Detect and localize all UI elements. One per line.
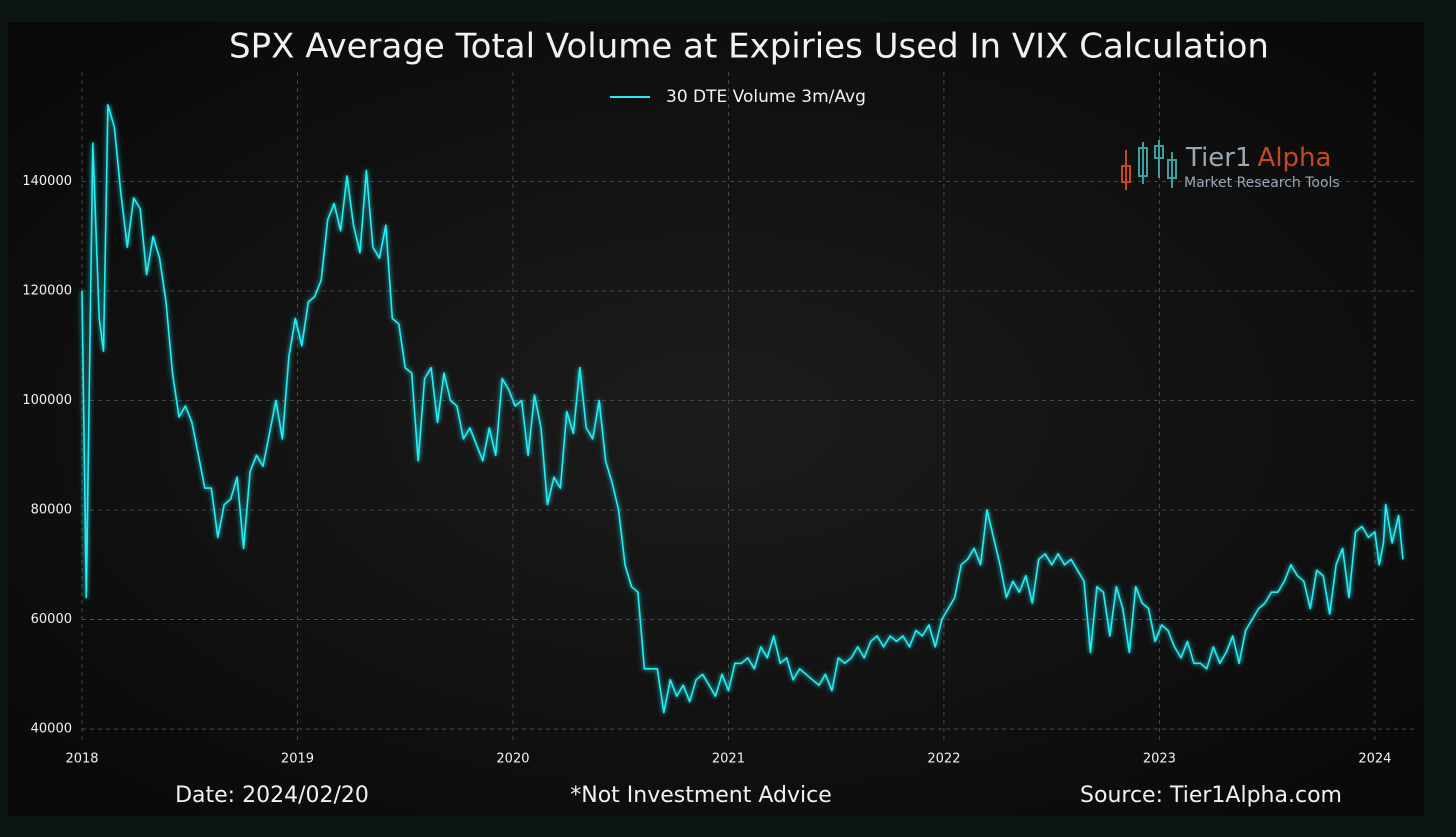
y-tick-label: 140000 bbox=[22, 174, 72, 189]
x-tick-label: 2021 bbox=[712, 752, 745, 767]
logo-tagline: Market Research Tools bbox=[1184, 175, 1340, 191]
chart-title: SPX Average Total Volume at Expiries Use… bbox=[229, 27, 1269, 67]
logo: Tier1 Alpha Market Research Tools bbox=[1121, 140, 1340, 191]
footer-source: Source: Tier1Alpha.com bbox=[1080, 783, 1342, 808]
logo-name: Tier1 bbox=[1185, 143, 1252, 173]
y-tick-label: 100000 bbox=[22, 393, 72, 408]
logo-text: Tier1 Alpha bbox=[1185, 143, 1331, 173]
logo-accent: Alpha bbox=[1258, 143, 1332, 173]
y-tick-label: 60000 bbox=[31, 612, 72, 627]
x-tick-label: 2024 bbox=[1358, 752, 1391, 767]
x-tick-label: 2023 bbox=[1143, 752, 1176, 767]
x-tick-label: 2019 bbox=[281, 752, 314, 767]
y-tick-label: 120000 bbox=[22, 284, 72, 299]
footer-date: Date: 2024/02/20 bbox=[175, 783, 369, 808]
legend-label: 30 DTE Volume 3m/Avg bbox=[666, 87, 866, 107]
x-tick-label: 2020 bbox=[496, 752, 529, 767]
x-tick-label: 2018 bbox=[65, 752, 98, 767]
footer-note: *Not Investment Advice bbox=[570, 783, 832, 808]
y-tick-label: 40000 bbox=[31, 722, 72, 737]
y-tick-label: 80000 bbox=[31, 503, 72, 518]
series-line bbox=[81, 104, 1404, 714]
panel bbox=[8, 22, 1424, 816]
x-tick-label: 2022 bbox=[927, 752, 960, 767]
